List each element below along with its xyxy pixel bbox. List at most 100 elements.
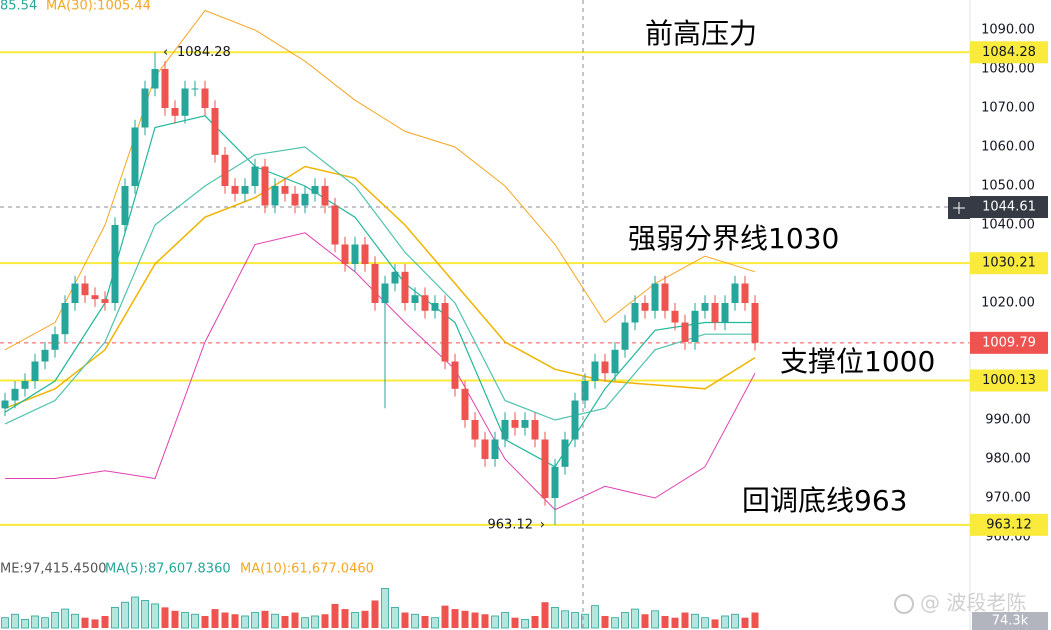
annotation: 前高压力 [645,17,757,50]
volume-bar [41,617,49,629]
watermark: @ 波段老陈 [920,591,1026,615]
volume-bar [61,608,69,629]
volume-bar [321,614,329,628]
candle-body [481,439,489,460]
candle-body [571,400,579,440]
candle-body [361,244,369,265]
indicator-line [5,232,756,511]
candle-body [401,271,409,304]
volume-bar [671,617,679,628]
volume-bar [151,603,159,629]
candle-body [721,303,729,323]
volume-bar [21,619,29,629]
candle-body [81,283,89,296]
candle-body [351,244,359,265]
volume-bar [91,619,99,628]
volume-bar [271,613,279,629]
high-arrow: ‹ [163,45,168,60]
volume-bar [341,609,349,628]
candle-body [251,166,259,186]
volume-scale-label: 74.3k [992,614,1029,629]
volume-bar [421,615,429,628]
candle-body [181,88,189,116]
volume-bar [221,612,229,628]
candle-body [601,361,609,374]
volume-bar [561,610,569,629]
candle-body [671,310,679,323]
volume-bar [291,612,299,628]
volume-bar [331,603,339,628]
candle-body [451,361,459,389]
candle-body [531,420,539,440]
level-label: 1000.13 [982,373,1036,388]
level-label-box [970,252,1048,275]
candle-body [751,303,759,343]
volume-bar [201,615,209,628]
volume-bar [511,617,519,628]
candle-body [611,349,619,374]
candle-body [621,322,629,350]
volume-bar [121,601,129,629]
candle-body [741,283,749,304]
crosshair-price-box [970,196,1048,219]
candle-body [71,283,79,304]
volume-bar [551,606,559,629]
candle-body [171,107,179,116]
volume-bar [681,612,689,628]
plot-area: 1084.28 ‹ 963.12 › [0,9,970,629]
candle-body [431,303,439,311]
candle-body [581,381,589,401]
level-label-box [970,513,1048,536]
volume-bar [161,607,169,628]
indicator-line [4,146,755,425]
candle-body [501,420,509,440]
candle-body [101,299,109,304]
volume-bar [631,608,639,629]
volume-bar [131,596,139,629]
candle-body [631,303,639,323]
volume-bar [641,614,649,628]
y-tick-label: 1050.00 [981,178,1035,193]
candle-body [491,439,499,460]
indicator-line [4,115,755,468]
candle-body [701,303,709,311]
candle-body [561,439,569,467]
volume-bar [741,617,749,628]
candle-body [221,154,229,186]
candle-body [211,107,219,155]
candle-body [471,420,479,440]
volume-scale-box [972,612,1048,630]
volume-bar [31,615,39,629]
volume-bar [181,612,189,629]
volume-bar [471,612,479,628]
y-tick-label: 990.00 [985,413,1031,428]
candle-body [191,88,199,90]
candle-body [21,381,29,389]
candle-body [551,466,559,499]
y-tick-label: 970.00 [985,491,1031,506]
volume-bar [531,615,539,628]
last-price-label: 1009.79 [982,335,1036,350]
level-label-box [970,369,1048,392]
candle-body [591,361,599,382]
volume-bar [361,610,369,628]
volume-bar [411,613,419,629]
y-tick-label: 1020.00 [981,296,1035,311]
candle-body [231,185,239,194]
volume-bar [611,617,619,629]
candle-body [151,68,159,89]
candle-body [331,205,339,245]
volume-bar [191,613,199,629]
volume-legend: MA(5):87,607.8360 [105,562,231,577]
candle-body [731,283,739,304]
volume-bar [541,602,549,628]
volume-bar [651,610,659,629]
volume-bar [401,612,409,628]
annotation: 强弱分界线1030 [628,222,839,255]
volume-bar [591,605,599,629]
y-tick-label: 1090.00 [981,22,1035,37]
candle-body [301,193,309,206]
volume-bar [231,614,239,628]
volume-bar [81,617,89,628]
